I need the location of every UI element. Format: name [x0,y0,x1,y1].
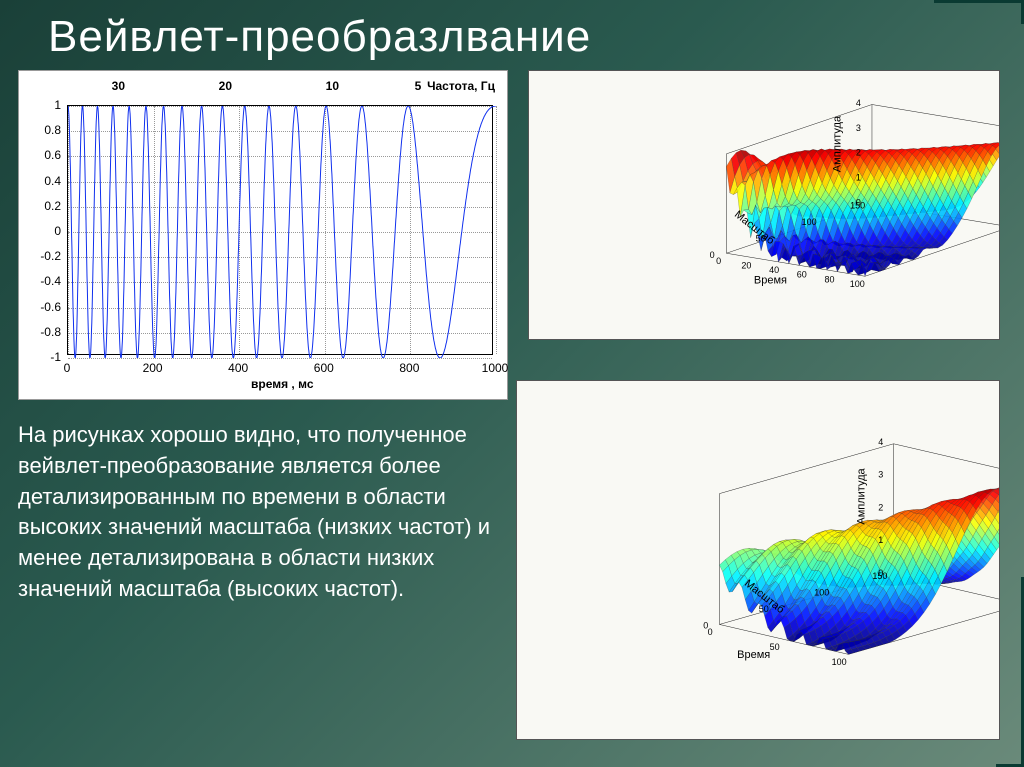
svg-text:1: 1 [878,535,883,545]
svg-text:4: 4 [878,437,883,447]
description-text: На рисунках хорошо видно, что полученное… [18,420,498,605]
wavelet-surface-1: 02040608010005010015001234ВремяМасштабАм… [528,70,1000,340]
svg-text:4: 4 [856,98,861,108]
wavelet-surface-2: 05010005010015001234ВремяМасштабАмплитуд… [516,380,1000,740]
svg-text:0: 0 [878,568,883,578]
svg-text:0: 0 [710,250,715,260]
svg-text:100: 100 [850,279,865,289]
svg-text:Амплитуда: Амплитуда [856,467,868,524]
decor-top-h [934,0,1024,3]
slide-title: Вейвлет-преобразлвание [0,0,1024,62]
chirp-waveform-chart: 02004006008001000-1-0.8-0.6-0.4-0.200.20… [18,70,508,400]
svg-text:80: 80 [825,274,835,284]
svg-text:0: 0 [716,256,721,266]
svg-text:3: 3 [856,123,861,133]
svg-text:Время: Время [754,274,787,286]
svg-text:0: 0 [703,621,708,631]
svg-text:100: 100 [814,587,829,597]
svg-text:3: 3 [878,470,883,480]
svg-text:1: 1 [856,172,861,182]
svg-text:Амплитуда: Амплитуда [831,115,843,172]
svg-text:Время: Время [737,649,770,661]
svg-text:0: 0 [856,197,861,207]
svg-text:100: 100 [802,217,817,227]
svg-text:2: 2 [856,148,861,158]
svg-text:0: 0 [708,627,713,637]
svg-text:100: 100 [832,657,847,667]
svg-text:50: 50 [770,642,780,652]
svg-text:20: 20 [741,260,751,270]
svg-text:2: 2 [878,502,883,512]
svg-text:60: 60 [797,270,807,280]
